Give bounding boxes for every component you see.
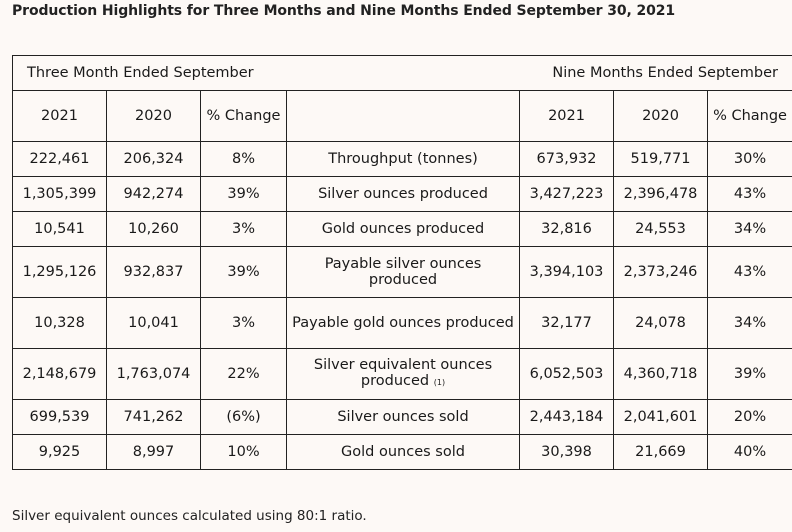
cell-n-2021: 2,443,184 (519, 399, 615, 435)
cell-n-change: 43% (707, 176, 792, 212)
cell-q-2021: 1,295,126 (12, 246, 107, 298)
cell-q-change: 22% (200, 348, 287, 400)
table-row: 9,925 8,997 10% Gold ounces sold 30,398 21,66… (12, 434, 792, 470)
cell-n-2020: 4,360,718 (613, 348, 709, 400)
cell-q-change: 3% (200, 297, 287, 349)
row-label: Silver equivalent ounces produced (313, 357, 493, 389)
table-row: 2,148,679 1,763,074 22% Silver equivalent o… (12, 348, 792, 400)
cell-q-2020: 1,763,074 (106, 348, 201, 400)
cell-q-2020: 942,274 (106, 176, 201, 212)
header-q-2021: 2021 (12, 90, 107, 142)
cell-q-change: 8% (200, 141, 287, 177)
cell-q-2021: 2,148,679 (12, 348, 107, 400)
cell-n-2020: 2,373,246 (613, 246, 709, 298)
column-header-row: 2021 2020 % Change 2021 2020 % Change (12, 90, 792, 142)
cell-q-2021: 10,328 (12, 297, 107, 349)
three-month-group-header: Three Month Ended September (11, 55, 520, 91)
row-label: Payable gold ounces produced (292, 315, 514, 331)
cell-n-change: 30% (707, 141, 792, 177)
page-title: Production Highlights for Three Months a… (12, 3, 676, 19)
row-label: Silver ounces produced (318, 186, 488, 202)
cell-n-change: 34% (707, 297, 792, 349)
cell-n-2021: 673,932 (519, 141, 615, 177)
row-label: Gold ounces produced (321, 221, 485, 237)
table-row: 1,305,399 942,274 39% Silver ounces produce… (12, 176, 792, 212)
footnote-marker: (1) (433, 378, 446, 387)
cell-n-change: 34% (707, 211, 792, 247)
header-n-2020: 2020 (613, 90, 709, 142)
group-header-row: Three Month Ended September Nine Months … (11, 55, 792, 91)
table-row: 222,461 206,324 8% Throughput (tonnes) 673,9… (12, 141, 792, 177)
header-n-2021: 2021 (519, 90, 615, 142)
header-description (285, 90, 521, 142)
nine-month-group-header: Nine Months Ended September (519, 55, 792, 91)
cell-q-2021: 9,925 (12, 434, 107, 470)
row-label: Silver ounces sold (337, 409, 469, 425)
cell-n-2020: 21,669 (613, 434, 709, 470)
cell-label: Gold ounces sold (285, 434, 521, 470)
cell-q-2021: 10,541 (12, 211, 107, 247)
footnote: Silver equivalent ounces calculated usin… (12, 508, 367, 524)
cell-n-2021: 6,052,503 (519, 348, 615, 400)
cell-q-2020: 206,324 (106, 141, 201, 177)
cell-q-2021: 1,305,399 (12, 176, 107, 212)
cell-label: Silver ounces produced (285, 176, 521, 212)
table-row: 1,295,126 932,837 39% Payable silver ounces… (12, 246, 792, 298)
table-row: 10,328 10,041 3% Payable gold ounces produc… (12, 297, 792, 349)
cell-label: Silver equivalent ounces produced (1) (285, 348, 521, 400)
cell-q-2021: 699,539 (12, 399, 107, 435)
cell-label: Throughput (tonnes) (285, 141, 521, 177)
cell-q-change: 39% (200, 176, 287, 212)
table-body: 222,461 206,324 8% Throughput (tonnes) 673,9… (12, 141, 792, 470)
row-label: Gold ounces sold (341, 444, 465, 460)
cell-n-2021: 30,398 (519, 434, 615, 470)
cell-q-2020: 10,041 (106, 297, 201, 349)
cell-q-2020: 8,997 (106, 434, 201, 470)
cell-label: Payable gold ounces produced (285, 297, 521, 349)
cell-n-2020: 24,553 (613, 211, 709, 247)
cell-n-change: 43% (707, 246, 792, 298)
header-q-change: % Change (200, 90, 287, 142)
cell-label: Silver ounces sold (285, 399, 521, 435)
cell-n-2020: 2,396,478 (613, 176, 709, 212)
cell-q-change: 10% (200, 434, 287, 470)
cell-q-2020: 932,837 (106, 246, 201, 298)
cell-q-2021: 222,461 (12, 141, 107, 177)
cell-label: Payable silver ounces produced (285, 246, 521, 298)
cell-n-2021: 3,427,223 (519, 176, 615, 212)
cell-q-change: 39% (200, 246, 287, 298)
cell-n-2021: 32,816 (519, 211, 615, 247)
cell-q-2020: 10,260 (106, 211, 201, 247)
cell-n-2021: 32,177 (519, 297, 615, 349)
cell-n-change: 40% (707, 434, 792, 470)
cell-n-change: 39% (707, 348, 792, 400)
cell-q-change: (6%) (200, 399, 287, 435)
row-label: Throughput (tonnes) (328, 151, 478, 167)
cell-n-2021: 3,394,103 (519, 246, 615, 298)
production-table: Three Month Ended September Nine Months … (11, 55, 792, 470)
cell-n-2020: 519,771 (613, 141, 709, 177)
cell-n-2020: 24,078 (613, 297, 709, 349)
table-row: 699,539 741,262 (6%) Silver ounces sold 2,44… (12, 399, 792, 435)
cell-label: Gold ounces produced (285, 211, 521, 247)
cell-n-2020: 2,041,601 (613, 399, 709, 435)
cell-q-change: 3% (200, 211, 287, 247)
header-q-2020: 2020 (106, 90, 201, 142)
cell-q-2020: 741,262 (106, 399, 201, 435)
header-n-change: % Change (707, 90, 792, 142)
table-row: 10,541 10,260 3% Gold ounces produced 32,816… (12, 211, 792, 247)
row-label: Payable silver ounces produced (324, 256, 482, 288)
cell-n-change: 20% (707, 399, 792, 435)
